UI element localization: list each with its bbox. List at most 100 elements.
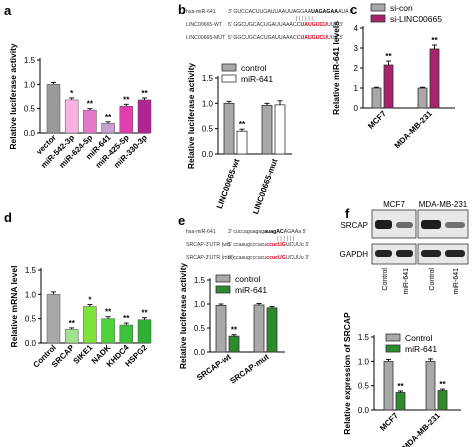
significance-label: **	[397, 382, 404, 391]
chart-f: 0.0 0.5 1.0 1.5 Relative expression of SRCAP…	[342, 312, 461, 447]
sequence-part: 5' GGCUGCACUGAUUAAACC	[228, 22, 301, 28]
significance-label: **	[141, 89, 148, 98]
bar	[137, 99, 152, 134]
bar	[46, 294, 61, 344]
seed-region: ccucUG	[266, 242, 286, 248]
sequence-label: LINC00665-MUT	[186, 35, 226, 41]
y-tick-label: 1.0	[194, 300, 206, 309]
blot-lane-label: Control	[382, 268, 389, 291]
y-axis-label: Relative miR-641 levels	[331, 21, 341, 115]
legend-swatch	[370, 3, 386, 12]
blot-membrane	[417, 243, 469, 265]
bar	[395, 392, 406, 411]
chart-a: 0.0 0.5 1.0 1.5 Relative luciferase activity…	[8, 43, 152, 170]
legend-label: miR-641	[235, 285, 267, 295]
sequence-part: UCUUu 3'	[286, 255, 309, 261]
seed-region: UAUGUCU	[300, 22, 327, 28]
chart-b: 0.0 0.5 1.0 1.5 Relative luciferase activity…	[186, 63, 292, 215]
legend-label: si-LINC00665	[390, 14, 442, 24]
protein-band-srcap	[375, 220, 392, 229]
seed-region: UAUGUCU	[300, 35, 327, 41]
sequence-text: 3' cuccaguagagauagACAGAAa 5'	[228, 229, 306, 235]
panel-letter-e: e	[178, 213, 185, 228]
y-axis-label: Relative expression of SRCAP	[342, 312, 352, 435]
bar	[119, 324, 134, 344]
blot-column-title: MDA-MB-231	[419, 200, 468, 209]
significance-label: **	[69, 319, 76, 328]
y-tick-label: 0.0	[202, 150, 214, 159]
protein-band-srcap	[396, 222, 413, 228]
y-tick-label: 4	[354, 24, 359, 33]
panel-letter-d: d	[4, 210, 12, 225]
y-tick-label: 1	[354, 84, 359, 93]
bar	[83, 306, 97, 344]
y-tick-label: 1.5	[25, 266, 37, 275]
western-blot: MCF7 MDA-MB-231 SRCAP GAPDH Control miR-641 Co…	[340, 200, 469, 295]
x-tick-label: LINC00665-mut	[251, 157, 279, 215]
y-tick-label: 1.5	[358, 333, 370, 342]
y-tick-label: 0.5	[25, 315, 37, 324]
bar	[64, 99, 79, 134]
sequence-part: 3' cuccaguagag	[228, 229, 264, 235]
legend-label: miR-641	[241, 74, 273, 84]
x-tick-label: SIKE1	[72, 343, 95, 366]
y-axis-label: Relative luciferase activity	[178, 263, 188, 370]
bar	[236, 130, 248, 155]
sequence-text: 5' GGCUGCACUGAUUAAACCUAUGUCUUUA 3'	[228, 35, 343, 41]
seed-region: auagAC	[264, 229, 284, 235]
bar	[274, 104, 286, 155]
y-tick-label: 3	[354, 44, 359, 53]
blot-row-label: GAPDH	[340, 250, 369, 259]
sequence-part: AUA 5'	[338, 9, 354, 15]
sequence-label: SRCAP-3'UTR (mut)	[186, 255, 234, 261]
x-tick-label: MCF7	[378, 411, 400, 433]
x-tick-label: SRCAP-mut	[228, 352, 271, 386]
y-tick-label: 2	[354, 64, 359, 73]
y-tick-label: 1.0	[358, 357, 370, 366]
protein-band-gapdh	[421, 250, 441, 257]
legend-label: control	[235, 274, 261, 284]
blot-lane-label: miR-641	[453, 268, 460, 295]
bar	[228, 335, 240, 353]
x-tick-label: MDA-MB-231	[401, 411, 443, 447]
bar	[383, 360, 394, 411]
significance-label: **	[123, 314, 130, 323]
sequence-text: 5' GGCUGCACUGAUUAAACCUAUGUCUUUA 3'	[228, 22, 343, 28]
sequence-label: SRCAP-3'UTR (wt)	[186, 242, 230, 248]
blot-membrane	[371, 243, 417, 265]
bar	[425, 360, 436, 411]
y-axis-label: Relative luciferase activity	[186, 63, 196, 170]
x-tick-label: LINC00665-wt	[215, 157, 242, 210]
bar	[83, 109, 97, 134]
significance-label: **	[141, 309, 148, 318]
y-axis-label: Relative mRNA level	[9, 266, 19, 348]
chart-c: 0 1 2 3 4 Relative miR-641 levels ** MCF7 ** MDA-…	[331, 3, 455, 150]
bar	[119, 105, 134, 134]
blot-lane-label: Control	[429, 268, 436, 291]
bar	[261, 104, 273, 155]
sequence-label: hsa-miR-641	[186, 9, 216, 15]
significance-label: *	[70, 89, 74, 98]
y-tick-label: 1.0	[24, 80, 36, 89]
sequence-part: 5' GGCUGCACUGAUUAAACC	[228, 35, 301, 41]
y-tick-label: 0.5	[194, 324, 206, 333]
bar	[437, 390, 448, 411]
legend-swatch	[221, 74, 237, 83]
significance-label: *	[88, 296, 92, 305]
x-tick-label: MCF7	[366, 109, 388, 131]
y-tick-label: 1.5	[24, 56, 36, 65]
significance-label: **	[105, 113, 112, 122]
panel-letter-f: f	[345, 206, 350, 221]
sequence-alignment-b: hsa-miR-641 3' GUCCACUUGAUUAAUUAGGAAUAGAG…	[186, 9, 354, 41]
legend-swatch	[385, 333, 401, 342]
significance-label: **	[431, 36, 438, 45]
sequence-part: 5' ccaaugcccacu	[228, 255, 266, 261]
y-tick-label: 1.0	[25, 290, 37, 299]
seed-region: UAGAGAA	[311, 9, 338, 15]
sequence-label: LINC00665-WT	[186, 22, 223, 28]
legend-label: Control	[405, 333, 433, 343]
legend-swatch	[215, 274, 231, 283]
significance-label: **	[239, 120, 246, 129]
sequence-part: 3' GUCCACUUGAUUAAUUAGGAA	[228, 9, 312, 15]
